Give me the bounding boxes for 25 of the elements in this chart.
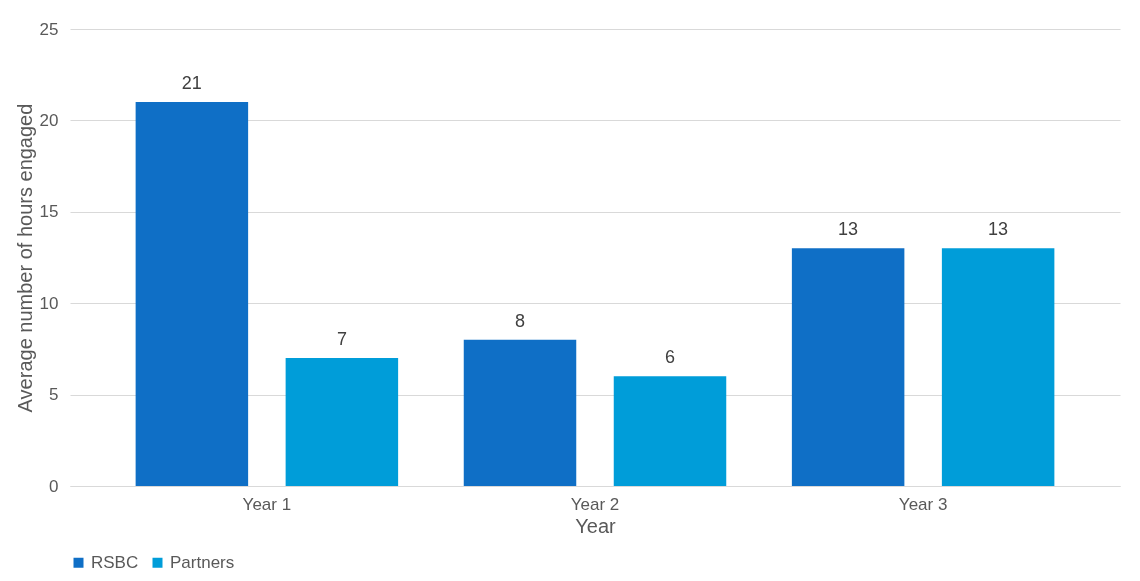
y-tick-label: 25	[39, 19, 59, 39]
data-label: 13	[988, 219, 1009, 240]
y-tick-label: 15	[39, 202, 59, 222]
x-tick-label: Year 3	[898, 494, 948, 514]
y-tick-label: 20	[39, 110, 59, 130]
bar	[463, 339, 577, 486]
legend-label: RSBC	[91, 552, 139, 572]
y-tick-label: 0	[49, 476, 59, 496]
legend-label: Partners	[170, 552, 235, 572]
bar	[285, 358, 399, 486]
y-axis-title: Average number of hours engaged	[13, 103, 36, 413]
x-axis-title: Year	[575, 514, 617, 537]
x-tick-label: Year 1	[242, 494, 292, 514]
data-label: 6	[664, 347, 676, 368]
bar	[613, 376, 727, 486]
data-label: 13	[838, 219, 859, 240]
data-label: 8	[514, 310, 526, 331]
y-tick-label: 5	[49, 385, 59, 405]
y-tick-label: 10	[39, 293, 59, 313]
bar	[791, 248, 905, 486]
data-label: 7	[336, 329, 347, 350]
bar	[135, 102, 249, 486]
data-label: 21	[181, 73, 202, 94]
bar	[941, 248, 1055, 486]
x-tick-label: Year 2	[570, 494, 620, 514]
